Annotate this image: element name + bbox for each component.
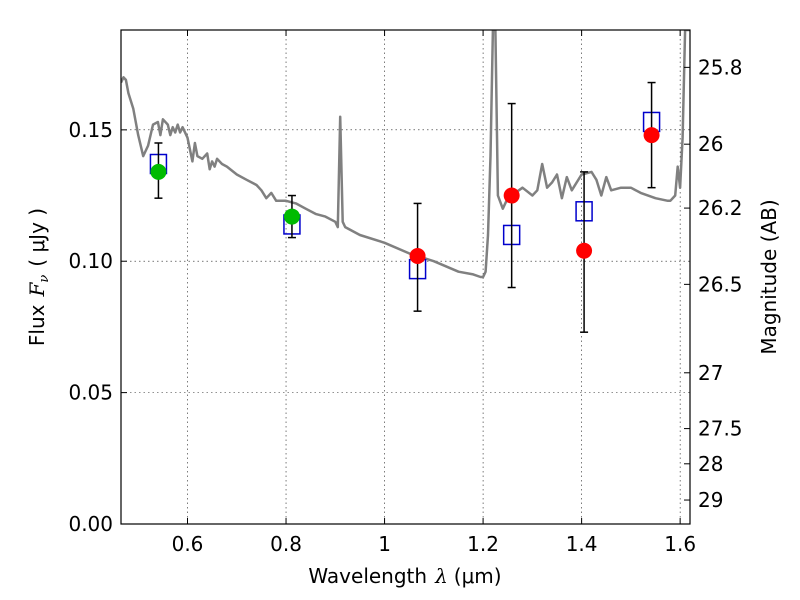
mag-tick-label: 25.8 xyxy=(698,55,743,79)
right-axis-label: Magnitude (AB) xyxy=(757,199,781,354)
y-axis-label: FluxFν( μJy ) xyxy=(25,208,52,346)
x-tick-label: 0.6 xyxy=(172,532,204,556)
mag-tick-label: 28 xyxy=(698,452,723,476)
y-tick-label: 0.05 xyxy=(68,381,113,405)
red-point xyxy=(409,247,426,264)
mag-tick-label: 29 xyxy=(698,488,723,512)
ticks: 0.6 0.8 1 1.2 1.4 1.6 0.00 0.05 0.10 0.15 25.8 26 26… xyxy=(68,30,743,556)
grid xyxy=(121,30,690,525)
x-tick-label: 1.4 xyxy=(566,532,598,556)
red-point xyxy=(643,127,660,144)
mag-tick-label: 27 xyxy=(698,361,723,385)
x-tick-label: 1.2 xyxy=(467,532,499,556)
y-tick-label: 0.15 xyxy=(68,118,113,142)
red-point xyxy=(503,187,520,204)
data-layer xyxy=(121,30,690,333)
mag-tick-label: 26.5 xyxy=(698,272,743,296)
x-tick-label: 1.6 xyxy=(664,532,696,556)
mag-tick-label: 27.5 xyxy=(698,417,743,441)
x-tick-label: 0.8 xyxy=(270,532,302,556)
y-tick-label: 0.00 xyxy=(68,512,113,536)
mag-tick-label: 26 xyxy=(698,132,723,156)
x-axis-label: Wavelength λ (μm) xyxy=(308,564,501,588)
model-spectrum-line xyxy=(121,30,690,279)
green-point xyxy=(283,208,300,225)
y-tick-label: 0.10 xyxy=(68,249,113,273)
plot-area xyxy=(121,30,690,333)
x-tick-label: 1 xyxy=(378,532,391,556)
plot-frame xyxy=(120,29,691,525)
green-point xyxy=(150,163,167,180)
red-point xyxy=(576,242,593,259)
mag-tick-label: 26.2 xyxy=(698,196,743,220)
